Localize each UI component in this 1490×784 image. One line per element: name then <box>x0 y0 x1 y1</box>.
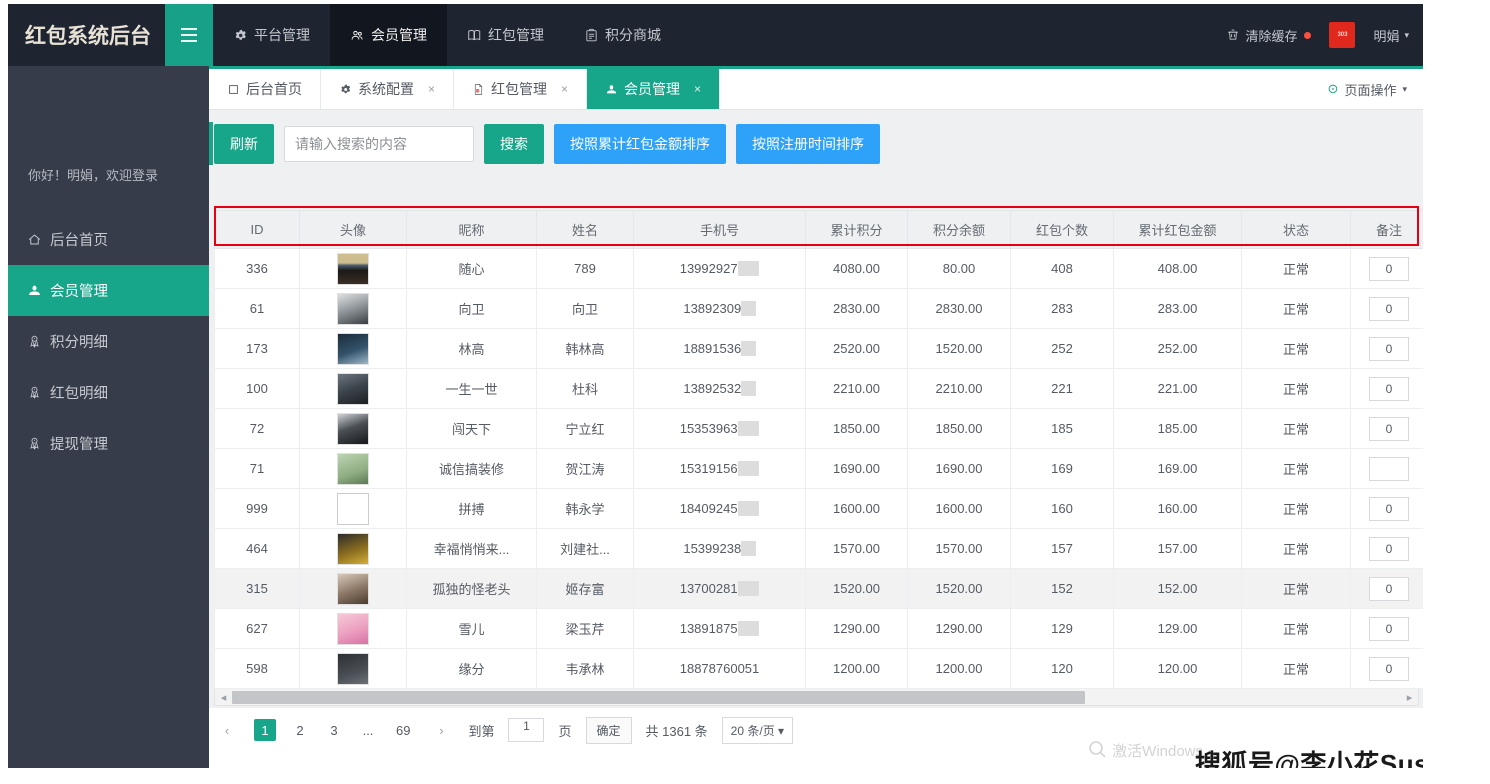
svg-text:100: 100 <box>476 90 479 92</box>
